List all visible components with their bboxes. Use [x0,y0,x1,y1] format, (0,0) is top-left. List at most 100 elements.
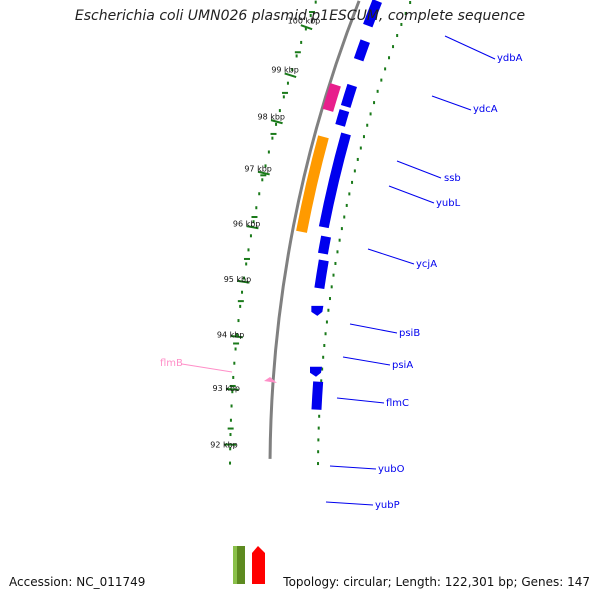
gene-label-psiB: psiB [399,328,420,339]
gene-leader-line [431,95,472,111]
gene-label-ydcA: ydcA [473,104,498,115]
inner-dotted-track [317,1,412,466]
gene-label-ssb: ssb [444,173,461,184]
track-dot [323,343,326,347]
kbp-tick-label: 99 kbp [271,65,299,74]
track-dot [304,27,307,31]
track-dot [317,438,320,442]
feature-track [233,0,382,584]
gene-leader-line [396,160,442,179]
plasmid-backbone [268,0,361,459]
feature-flmB [264,377,277,383]
track-dot [392,45,395,49]
gene-leader-line [342,356,391,366]
gene-label-flmB: flmB [160,358,183,369]
track-dot [317,426,320,430]
track-dot [369,112,372,116]
track-dot [340,227,343,231]
track-dot [320,379,323,383]
cds-ydbA [363,0,382,28]
track-dot [318,414,321,418]
track-dot [380,78,383,82]
track-dot [247,248,250,252]
track-dot [232,375,235,379]
track-dot [275,122,278,126]
cds-ydcA [353,39,370,62]
track-dot [384,67,387,71]
topology-label: Topology: circular; Length: 122,301 bp; … [283,575,590,589]
track-dot [317,450,320,454]
track-dot [348,192,351,196]
track-dot [376,89,379,93]
gene-label-psiA: psiA [392,360,413,371]
track-dash [227,427,234,430]
cds-psiA [314,259,329,290]
track-dot [336,250,339,254]
gene-label-yubL: yubL [436,198,461,209]
kbp-tick-label: 100 kbp [288,16,321,25]
gene-leader-line [181,363,233,373]
map-title: Escherichia coli UMN026 plasmid p1ESCUM,… [74,8,526,24]
track-dot [409,1,412,5]
track-dot [309,14,312,18]
gene-leader-line [388,185,435,204]
cds-yubO [309,366,322,377]
track-dot [241,290,244,294]
kbp-tick-mark [246,225,259,230]
track-dot [338,238,341,242]
track-dot [325,320,328,324]
track-dot [267,150,270,154]
track-dot [291,68,294,72]
track-dot [255,206,258,210]
track-dot [243,276,246,280]
track-dot [327,308,330,312]
track-dot [317,462,320,466]
track-dot [249,234,252,238]
gene-leader-line [336,397,385,404]
kbp-tick-label: 97 kbp [244,165,272,174]
track-dot [245,262,248,266]
feature-green-bar-highlight [233,546,237,584]
track-dot [229,418,232,422]
track-dash [233,342,240,345]
track-dot [322,355,325,359]
track-dot [258,192,261,196]
track-dash [237,300,244,303]
cds-ycjA [296,135,329,233]
gene-label-ydbA: ydbA [497,53,523,64]
track-dot [396,34,399,38]
track-dot [388,56,391,60]
accession-label: Accession: NC_011749 [9,575,146,589]
track-dot [229,433,232,437]
track-dot [332,273,335,277]
feature-red-arrow [252,546,265,584]
track-dot [334,261,337,265]
track-dot [252,220,255,224]
cds-psiB [318,235,331,255]
kbp-tick-mark [284,72,297,79]
cds-ssb [322,83,341,112]
track-dot [362,135,365,139]
track-dot [229,447,232,451]
track-dot [235,333,238,337]
cds-yubP [311,381,324,410]
cds-upper-1 [340,83,357,108]
track-dot [264,164,267,168]
track-dot [324,332,327,336]
kbp-tick-label: 98 kbp [257,112,285,121]
kbp-tick-label: 94 kbp [217,331,245,340]
track-dot [300,40,303,44]
kbp-tick-label: 95 kbp [224,275,252,284]
track-dot [366,123,369,127]
gene-label-yubO: yubO [378,464,405,475]
track-dot [328,297,331,301]
gene-label-ycjA: ycjA [416,259,437,270]
gene-leader-line [325,501,374,506]
track-dot [231,390,234,394]
track-dot [314,0,317,4]
kbp-tick-mark [257,170,270,176]
gene-leader-line [329,465,377,470]
track-dot [230,404,233,408]
track-dash [294,51,301,54]
